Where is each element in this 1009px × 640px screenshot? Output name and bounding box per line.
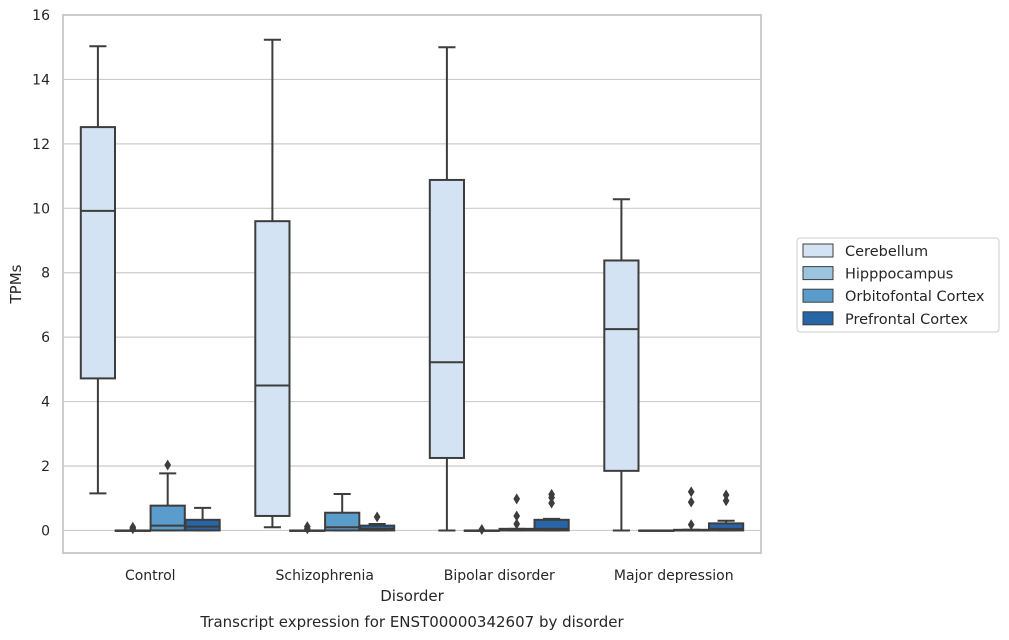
outlier-point: [373, 511, 381, 523]
legend-label: Orbitofontal Cortex: [845, 289, 985, 305]
box-0-0: [79, 45, 117, 495]
outlier-point: [129, 521, 137, 533]
box-plot-marks: [79, 38, 745, 535]
box-body: [254, 220, 291, 517]
legend-label: Prefrontal Cortex: [845, 312, 968, 328]
box-2-2: [498, 493, 535, 532]
legend-frame: [796, 237, 1000, 333]
box-2-1: [324, 493, 361, 532]
y-tick-label: 4: [41, 395, 50, 411]
legend-label: Cerebellum: [845, 244, 928, 260]
plot-frame: [62, 14, 762, 554]
outlier-point: [722, 489, 730, 501]
x-axis-ticks: Control Schizophrenia Bipolar disorder Majo…: [125, 568, 734, 584]
legend-swatch: [802, 243, 834, 258]
chart-caption: Transcript expression for ENST0000034260…: [199, 613, 624, 631]
legend-swatch: [802, 288, 834, 303]
y-tick-label: 16: [32, 8, 50, 24]
y-tick-label: 12: [32, 137, 50, 153]
x-tick-label: Control: [125, 568, 176, 584]
box-2-0: [149, 459, 186, 532]
box-body: [79, 126, 117, 380]
x-tick-label: Bipolar disorder: [444, 568, 555, 584]
box-1-0: [114, 521, 151, 535]
outlier-point: [164, 459, 172, 471]
box-body: [324, 511, 361, 532]
x-tick-label: Schizophrenia: [276, 568, 374, 584]
box-0-2: [428, 46, 466, 532]
y-tick-label: 6: [41, 330, 50, 346]
outlier-point: [478, 524, 486, 535]
y-tick-label: 2: [41, 459, 50, 475]
outlier-point: [548, 488, 555, 500]
box-3-1: [358, 511, 396, 532]
box-3-2: [533, 488, 570, 532]
y-axis-label: TPMs: [7, 264, 25, 304]
box-3-0: [184, 506, 221, 532]
outlier-point: [513, 510, 521, 522]
outlier-point: [722, 495, 730, 507]
grid-lines: [63, 78, 761, 532]
y-tick-label: 14: [32, 72, 50, 88]
box-1-1: [289, 521, 326, 535]
x-axis-label: Disorder: [380, 587, 444, 605]
box-1-2: [463, 524, 500, 535]
outlier-point: [548, 497, 555, 509]
box-0-3: [603, 198, 640, 532]
y-tick-label: 8: [41, 266, 50, 282]
legend-swatch: [802, 311, 834, 326]
x-tick-label: Major depression: [614, 568, 734, 584]
legend-swatch: [802, 266, 834, 281]
box-body: [707, 522, 745, 532]
box-3-3: [707, 489, 745, 532]
y-axis-ticks: 0 2 4 6 8 10 12 14 16: [32, 8, 50, 539]
box-2-3: [673, 486, 710, 532]
outlier-point: [687, 519, 695, 531]
outlier-point: [513, 493, 521, 505]
y-tick-label: 10: [32, 201, 50, 217]
outlier-point: [687, 486, 695, 498]
box-body: [184, 518, 221, 532]
y-tick-label: 0: [41, 523, 50, 539]
box-body: [149, 504, 186, 532]
outlier-point: [687, 496, 695, 508]
outlier-point: [513, 518, 521, 530]
box-0-1: [254, 38, 291, 529]
box-body: [428, 178, 466, 459]
box-body: [533, 518, 570, 532]
legend-label: Hipppocampus: [845, 267, 953, 283]
outlier-point: [303, 521, 311, 533]
legend: Cerebellum Hipppocampus Orbitofontal Corte…: [796, 237, 1000, 333]
box-body: [603, 259, 640, 472]
box-1-3: [638, 529, 675, 532]
